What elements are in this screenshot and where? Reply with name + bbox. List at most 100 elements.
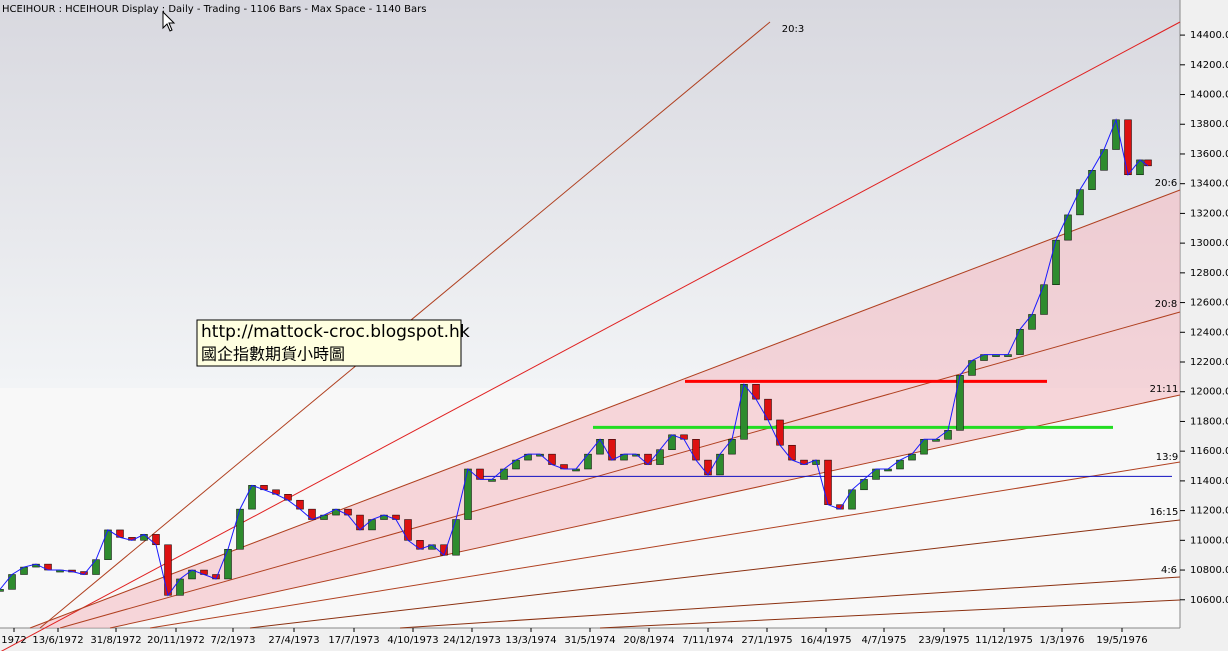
candle [104, 529, 112, 560]
candle [776, 419, 784, 446]
candle [1076, 189, 1084, 216]
price-line [0, 118, 1149, 597]
y-tick-label: 12800.0 [1190, 268, 1228, 279]
x-tick-label: 19/5/1976 [1096, 635, 1147, 646]
candle [1124, 119, 1132, 176]
x-tick-label: 1972 [1, 635, 26, 646]
candle [1088, 170, 1096, 190]
candle [764, 398, 772, 421]
x-tick-label: 27/4/1973 [268, 635, 319, 646]
x-tick-label: 20/8/1974 [623, 635, 674, 646]
fan-label: 20:3 [782, 24, 804, 35]
y-tick-label: 13800.0 [1190, 119, 1228, 130]
candle [692, 439, 700, 461]
x-tick-label: 31/5/1974 [564, 635, 615, 646]
marks [0, 118, 1172, 597]
x-tick-label: 4/7/1975 [862, 635, 907, 646]
fan-lines: 20:3 20:6 20:8 21:11 13:9 16:15 4:6 [0, 21, 1181, 651]
fan-line [149, 461, 1181, 629]
fan-line [399, 576, 1181, 629]
candle [8, 574, 16, 590]
x-tick-label: 4/10/1973 [387, 635, 438, 646]
candle [1040, 284, 1048, 315]
x-tick-label: 23/9/1975 [918, 635, 969, 646]
fan-label: 20:6 [1155, 178, 1177, 189]
candle [1028, 314, 1036, 330]
fan-line [249, 519, 1181, 629]
x-tick-label: 16/4/1975 [800, 635, 851, 646]
candle [236, 508, 244, 550]
candle [596, 439, 604, 455]
candle [464, 468, 472, 520]
candle [848, 489, 856, 510]
fan-label: 20:8 [1155, 299, 1177, 310]
candle [1112, 119, 1120, 150]
cursor [162, 10, 176, 32]
fan-line [109, 394, 1181, 629]
y-tick-label: 11600.0 [1190, 446, 1228, 457]
candle [824, 459, 832, 505]
annotation-box [196, 319, 462, 367]
x-tick-label: 17/7/1973 [328, 635, 379, 646]
candle [968, 360, 976, 376]
y-tick-label: 14200.0 [1190, 60, 1228, 71]
fan-line [599, 599, 1181, 629]
y-tick-label: 13600.0 [1190, 149, 1228, 160]
y-tick-label: 14400.0 [1190, 30, 1228, 41]
y-axis-background [1180, 0, 1228, 651]
candle [404, 519, 412, 541]
fan-line [0, 21, 1181, 651]
y-tick-label: 11000.0 [1190, 535, 1228, 546]
candle [1016, 329, 1024, 355]
candle [956, 375, 964, 431]
candle [1100, 149, 1108, 171]
fan-line [59, 311, 1181, 629]
annotation-caption: 國企指數期貨小時圖 [201, 345, 345, 364]
candle [1064, 214, 1072, 241]
y-tick-label: 12400.0 [1190, 327, 1228, 338]
candle [920, 439, 928, 455]
y-tick-label: 13000.0 [1190, 238, 1228, 249]
y-tick-label: 12200.0 [1190, 357, 1228, 368]
y-tick-label: 14000.0 [1190, 90, 1228, 101]
candle [788, 444, 796, 461]
candle [608, 439, 616, 461]
candle [92, 559, 100, 575]
fan-label: 16:15 [1150, 507, 1179, 518]
x-tick-label: 11/12/1975 [975, 635, 1033, 646]
x-tick-label: 13/6/1972 [32, 635, 83, 646]
candle [452, 519, 460, 556]
candle [704, 459, 712, 476]
y-tick-label: 13200.0 [1190, 208, 1228, 219]
x-tick-label: 27/1/1975 [741, 635, 792, 646]
y-tick-label: 11800.0 [1190, 416, 1228, 427]
fan-line [29, 189, 1181, 629]
candle [656, 449, 664, 465]
y-tick-label: 10600.0 [1190, 595, 1228, 606]
fan-label: 21:11 [1150, 384, 1179, 395]
candle [728, 439, 736, 455]
x-tick-label: 31/8/1972 [90, 635, 141, 646]
candle [1144, 159, 1152, 167]
x-axis-background [0, 628, 1180, 651]
x-tick-label: 13/3/1974 [505, 635, 556, 646]
y-tick-label: 12000.0 [1190, 387, 1228, 398]
x-tick-label: 24/12/1973 [443, 635, 501, 646]
x-tick-label: 20/11/1972 [147, 635, 205, 646]
candle [668, 434, 676, 450]
candle [224, 548, 232, 580]
y-tick-label: 10800.0 [1190, 565, 1228, 576]
fan-label: 13:9 [1156, 452, 1178, 463]
candle [164, 544, 172, 596]
fan-label: 4:6 [1161, 565, 1177, 576]
candle [716, 453, 724, 476]
candle [248, 485, 256, 510]
y-tick-label: 11400.0 [1190, 476, 1228, 487]
candle [740, 384, 748, 440]
candle [752, 384, 760, 400]
y-tick-label: 11200.0 [1190, 506, 1228, 517]
x-tick-label: 7/11/1974 [682, 635, 733, 646]
candle [1052, 239, 1060, 285]
candle [0, 589, 4, 592]
